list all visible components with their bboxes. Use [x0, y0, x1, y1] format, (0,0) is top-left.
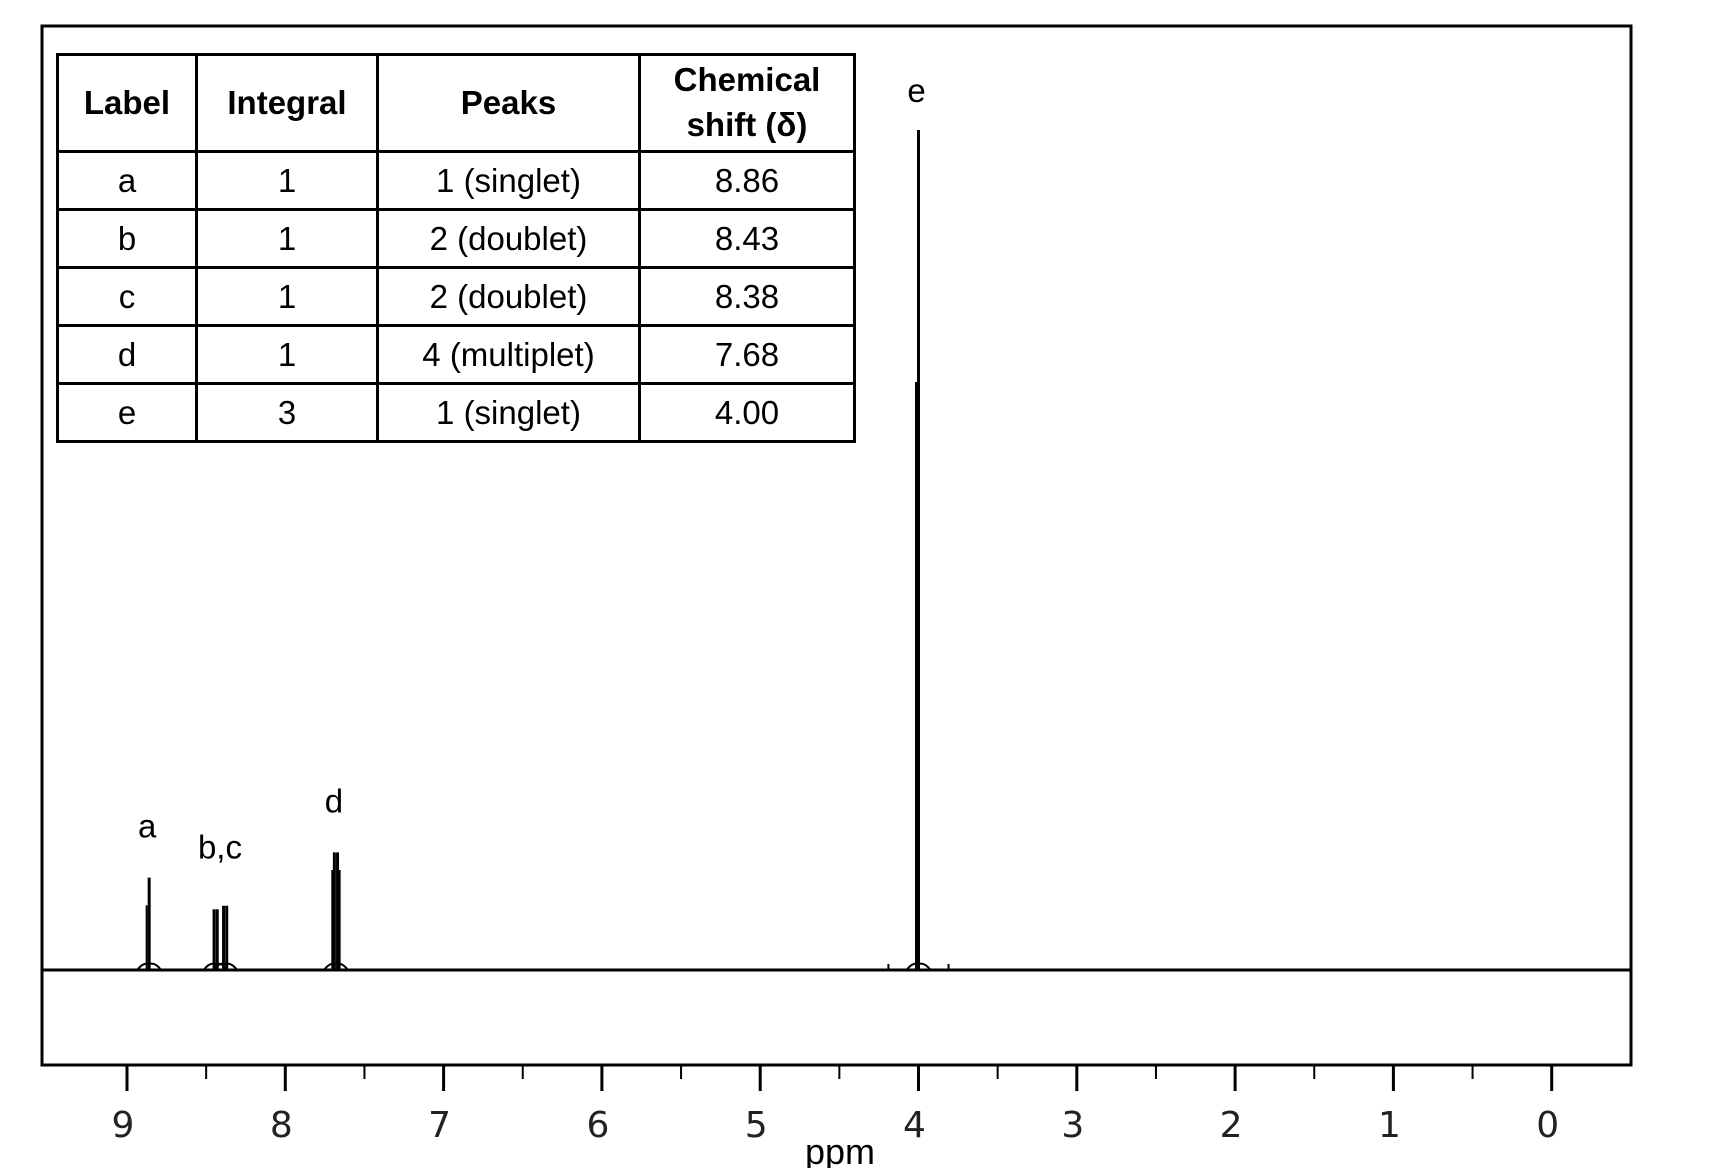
peak-labels: a b,c d e	[138, 72, 926, 866]
header-chemical-shift: Chemical shift (δ)	[638, 53, 856, 153]
peak-base-d	[323, 962, 349, 971]
peak-label-e: e	[907, 72, 925, 109]
table-row: c 1 2 (doublet) 8.38	[56, 266, 856, 327]
cell-shift: 8.38	[638, 266, 856, 327]
header-peaks: Peaks	[376, 53, 641, 153]
cell-shift: 8.86	[638, 150, 856, 211]
header-label: Label	[56, 53, 198, 153]
tick-label: 8	[270, 1105, 293, 1146]
cell-peaks: 1 (singlet)	[376, 382, 641, 443]
cell-peaks: 1 (singlet)	[376, 150, 641, 211]
tick-label: 7	[428, 1105, 451, 1146]
cell-peaks: 4 (multiplet)	[376, 324, 641, 385]
cell-peaks: 2 (doublet)	[376, 266, 641, 327]
cell-integral: 1	[195, 150, 379, 211]
table-header-row: Label Integral Peaks Chemical shift (δ)	[56, 53, 856, 153]
tick-label: 4	[903, 1105, 926, 1146]
tick-label: 3	[1061, 1105, 1084, 1146]
cell-integral: 1	[195, 324, 379, 385]
tick-label: 2	[1220, 1105, 1243, 1146]
cell-label: c	[56, 266, 198, 327]
peak-assignment-table: Label Integral Peaks Chemical shift (δ) …	[56, 53, 856, 443]
tick-label: 1	[1378, 1105, 1401, 1146]
table-row: e 3 1 (singlet) 4.00	[56, 382, 856, 443]
peak-base-e	[905, 962, 932, 971]
spectrum-traces	[42, 130, 1631, 972]
header-integral: Integral	[195, 53, 379, 153]
peak-label-a: a	[138, 808, 157, 845]
x-axis-title: ppm	[805, 1131, 875, 1168]
peak-base-c	[212, 962, 238, 971]
x-axis-ticks: 9 8 7 6 5 4 3 2 1 0	[112, 1065, 1559, 1146]
cell-shift: 8.43	[638, 208, 856, 269]
table-row: b 1 2 (doublet) 8.43	[56, 208, 856, 269]
cell-label: a	[56, 150, 198, 211]
cell-label: e	[56, 382, 198, 443]
peak-base-a	[136, 962, 162, 971]
cell-integral: 1	[195, 208, 379, 269]
plot-frame	[40, 24, 1633, 1067]
tick-label: 5	[745, 1105, 768, 1146]
peak-label-d: d	[325, 782, 343, 819]
table-row: a 1 1 (singlet) 8.86	[56, 150, 856, 211]
table-row: d 1 4 (multiplet) 7.68	[56, 324, 856, 385]
peak-label-b-c: b,c	[198, 829, 242, 866]
cell-integral: 1	[195, 266, 379, 327]
cell-integral: 3	[195, 382, 379, 443]
cell-label: d	[56, 324, 198, 385]
cell-shift: 4.00	[638, 382, 856, 443]
tick-label: 0	[1536, 1105, 1559, 1146]
cell-label: b	[56, 208, 198, 269]
tick-label: 9	[112, 1105, 135, 1146]
tick-label: 6	[586, 1105, 609, 1146]
cell-peaks: 2 (doublet)	[376, 208, 641, 269]
cell-shift: 7.68	[638, 324, 856, 385]
